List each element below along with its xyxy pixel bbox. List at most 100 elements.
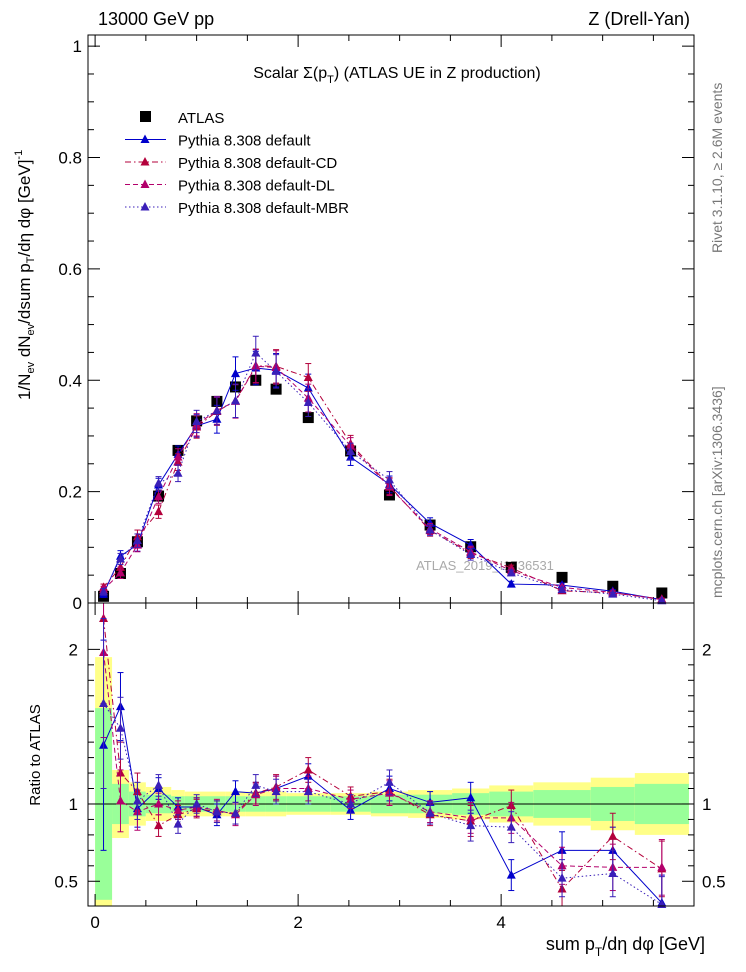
ratio-y-tick-label-right: 1 bbox=[702, 795, 711, 814]
ratio-point bbox=[173, 805, 183, 814]
ratio-frame bbox=[87, 602, 695, 907]
ratio-ylabel: Ratio to ATLAS bbox=[27, 704, 44, 805]
series-line bbox=[103, 352, 662, 602]
data-point bbox=[302, 412, 314, 424]
data-point bbox=[192, 416, 202, 425]
data-point bbox=[154, 506, 164, 516]
main-ylabel: 1/Nev dNev/dsum pT/dη dφ [GeV]-1 bbox=[13, 150, 37, 400]
ratio-point bbox=[384, 777, 394, 786]
legend-marker bbox=[140, 134, 150, 143]
header-right: Z (Drell-Yan) bbox=[588, 9, 690, 29]
ratio-point bbox=[154, 798, 164, 808]
series-1 bbox=[99, 350, 667, 604]
data-point bbox=[425, 525, 435, 534]
ratio-series-1 bbox=[99, 602, 667, 907]
ratio-series-2 bbox=[99, 602, 667, 896]
ratio-point bbox=[657, 862, 667, 871]
ratio-point bbox=[608, 831, 618, 840]
header-left: 13000 GeV pp bbox=[98, 9, 214, 29]
main-series bbox=[98, 335, 668, 605]
data-point bbox=[346, 446, 356, 456]
data-point bbox=[466, 549, 476, 559]
ratio-y-tick-label: 1 bbox=[69, 795, 78, 814]
series-line bbox=[103, 365, 662, 601]
ratio-point bbox=[346, 798, 356, 808]
data-point bbox=[115, 567, 125, 577]
legend-label: ATLAS bbox=[178, 110, 224, 127]
ratio-point bbox=[251, 780, 261, 789]
ratio-point bbox=[466, 792, 476, 802]
y-tick-label: 0.6 bbox=[58, 260, 82, 279]
ratio-point bbox=[230, 786, 240, 796]
data-point bbox=[607, 580, 619, 592]
main-title: Scalar Σ(pT) (ATLAS UE in Z production) bbox=[253, 65, 541, 86]
ratio-y-tick-label: 2 bbox=[69, 640, 78, 659]
x-tick-label: 2 bbox=[293, 913, 302, 932]
data-point bbox=[154, 491, 164, 501]
ratio-point bbox=[557, 873, 567, 882]
data-point bbox=[230, 395, 240, 405]
series-4 bbox=[99, 335, 667, 605]
legend-marker bbox=[140, 179, 150, 188]
legend-marker bbox=[140, 111, 151, 122]
ratio-point bbox=[115, 795, 125, 805]
data-point bbox=[270, 383, 282, 395]
ratio-point bbox=[132, 795, 142, 805]
ratio-point bbox=[115, 723, 125, 732]
data-point bbox=[506, 579, 516, 588]
ratio-point bbox=[608, 868, 618, 878]
data-point bbox=[173, 468, 183, 477]
main-axes: 0 0.2 0.4 0.6 0.8 1 bbox=[58, 35, 694, 613]
x-axis-label: sum pT/dη dφ [GeV] bbox=[546, 934, 705, 959]
data-point bbox=[656, 587, 668, 599]
ratio-point bbox=[303, 786, 313, 796]
series-line bbox=[103, 367, 662, 601]
data-point bbox=[251, 347, 261, 357]
data-point bbox=[132, 535, 142, 545]
ratio-point bbox=[99, 698, 109, 707]
series-2 bbox=[99, 348, 667, 603]
ratio-y-tick-label-right: 2 bbox=[702, 640, 711, 659]
ratio-point bbox=[657, 899, 667, 908]
ratio-point bbox=[425, 808, 435, 817]
y-tick-label: 0 bbox=[73, 594, 82, 613]
legend-label: Pythia 8.308 default bbox=[178, 133, 311, 150]
y-tick-label: 0.4 bbox=[58, 371, 82, 390]
data-point bbox=[173, 452, 183, 461]
x-tick-label: 4 bbox=[496, 913, 505, 932]
ratio-point bbox=[154, 780, 164, 789]
legend-label: Pythia 8.308 default-MBR bbox=[178, 200, 349, 217]
data-point bbox=[303, 397, 313, 407]
ratio-y-tick-label-right: 0.5 bbox=[702, 872, 726, 891]
analysis-watermark: ATLAS_2019_I1736531 bbox=[416, 558, 554, 573]
ratio-point bbox=[303, 764, 313, 774]
ratio-point bbox=[192, 798, 202, 808]
ratio-point bbox=[173, 819, 183, 828]
ratio-line bbox=[103, 618, 663, 890]
data-point bbox=[271, 366, 281, 375]
ratio-point bbox=[506, 870, 516, 879]
ratio-y-tick-label: 0.5 bbox=[54, 872, 78, 891]
ratio-point bbox=[271, 786, 281, 796]
ratio-point bbox=[506, 822, 516, 831]
ratio-point bbox=[212, 806, 222, 816]
side-text-mcplots: mcplots.cern.ch [arXiv:1306.3436] bbox=[709, 386, 725, 598]
data-point bbox=[557, 584, 567, 594]
data-point bbox=[384, 474, 394, 484]
y-tick-label: 0.2 bbox=[58, 483, 82, 502]
x-tick-label: 0 bbox=[90, 913, 99, 932]
data-point bbox=[608, 589, 618, 598]
series-0 bbox=[98, 374, 668, 602]
legend-marker bbox=[140, 202, 150, 211]
data-point bbox=[154, 478, 164, 487]
ratio-series-3 bbox=[99, 617, 667, 908]
ratio-series bbox=[99, 602, 667, 908]
ratio-line bbox=[103, 652, 662, 868]
data-point bbox=[115, 554, 125, 563]
ratio-point bbox=[154, 820, 164, 830]
data-point bbox=[212, 405, 222, 415]
data-point bbox=[303, 372, 313, 381]
series-3 bbox=[99, 349, 667, 604]
legend-marker bbox=[140, 157, 150, 166]
